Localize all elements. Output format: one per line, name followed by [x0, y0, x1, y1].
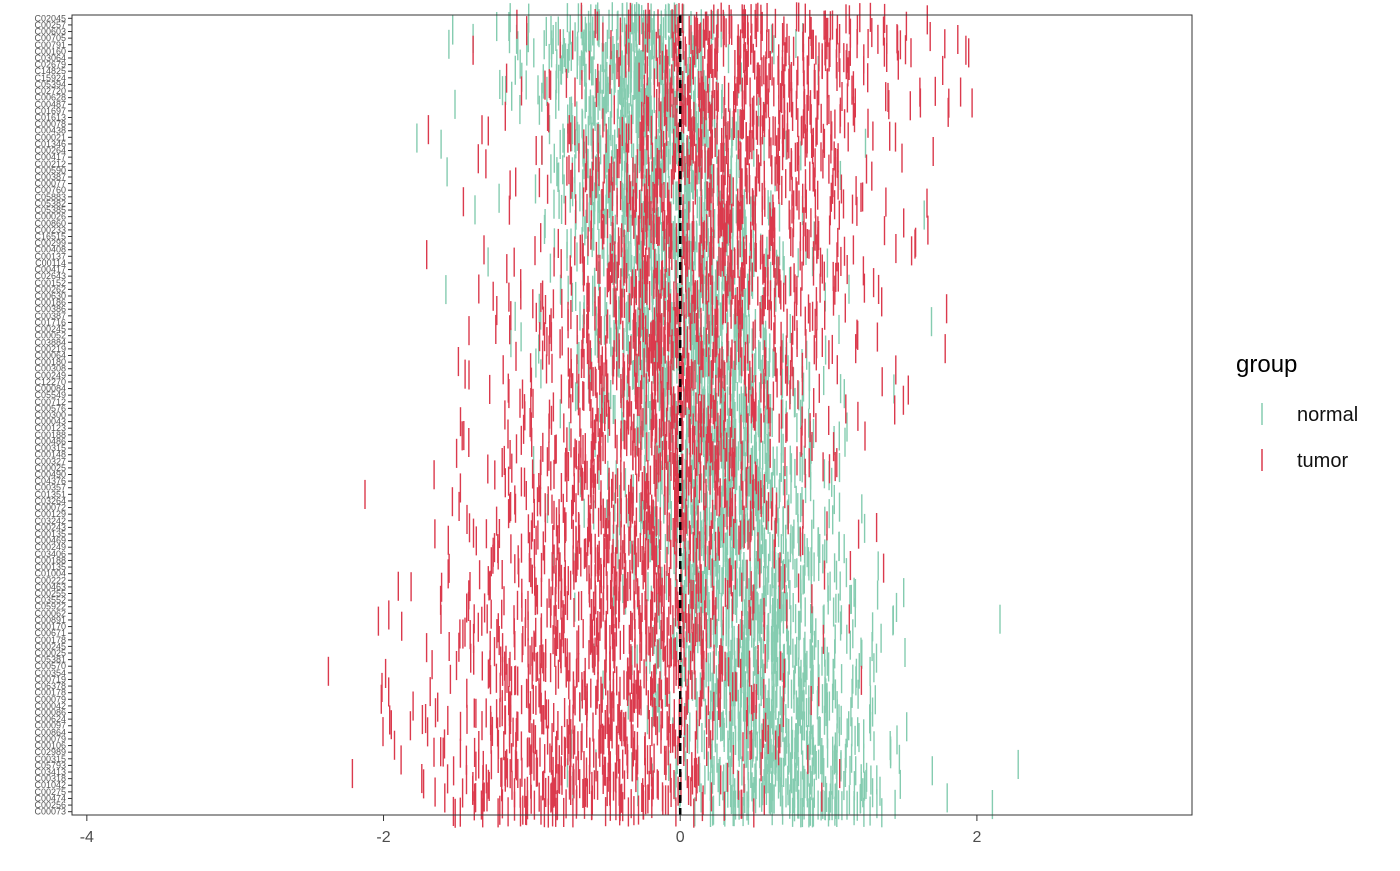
y-axis-ticks	[68, 18, 72, 811]
y-axis-labels: C02045C00257C00603C00705C00791C00160C030…	[34, 13, 66, 816]
data-marks	[328, 2, 1018, 828]
y-tick-label: C00073	[34, 807, 66, 817]
